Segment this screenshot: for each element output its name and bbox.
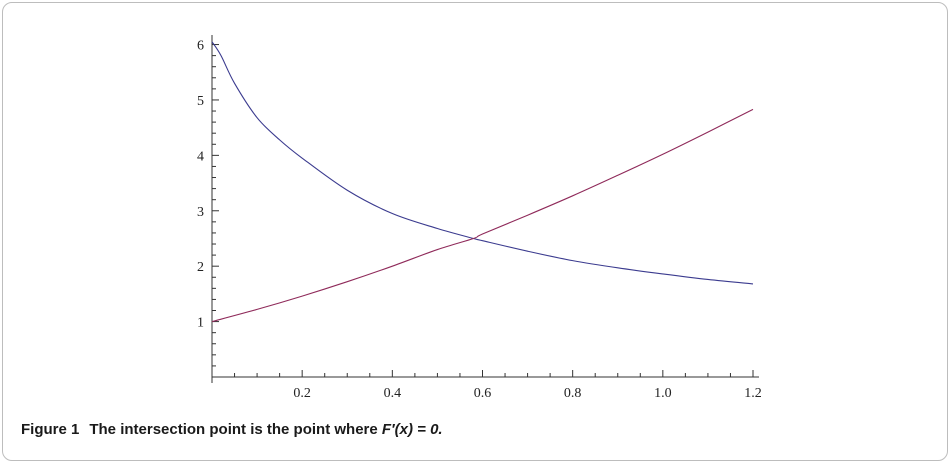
y-tick-label: 5 — [197, 94, 204, 109]
series-line-1 — [211, 41, 754, 285]
chart-ticks: 0.2 0.4 0.6 0.8 1.0 1.2 1 2 3 4 5 6 — [197, 39, 762, 401]
y-tick-label: 1 — [197, 316, 204, 331]
chart-series — [211, 41, 754, 323]
figure-label: Figure 1 — [21, 421, 80, 438]
chart-axes — [211, 35, 759, 383]
y-tick-label: 3 — [197, 205, 204, 220]
line-chart: 0.2 0.4 0.6 0.8 1.0 1.2 1 2 3 4 5 6 — [197, 35, 762, 401]
y-tick-label: 6 — [197, 39, 204, 54]
y-tick-label: 2 — [197, 260, 204, 275]
series-line-2 — [211, 108, 754, 323]
figure-caption: Figure 1 The intersection point is the po… — [21, 421, 443, 438]
x-tick-label: 0.8 — [564, 386, 582, 401]
x-tick-label: 1.2 — [744, 386, 762, 401]
x-tick-label: 0.4 — [384, 386, 402, 401]
caption-text: The intersection point is the point wher… — [89, 421, 382, 438]
y-tick-label: 4 — [197, 149, 204, 164]
x-tick-label: 0.6 — [474, 386, 492, 401]
x-tick-label: 1.0 — [654, 386, 672, 401]
caption-math: F′(x) = 0. — [381, 421, 443, 438]
x-tick-label: 0.2 — [293, 386, 311, 401]
